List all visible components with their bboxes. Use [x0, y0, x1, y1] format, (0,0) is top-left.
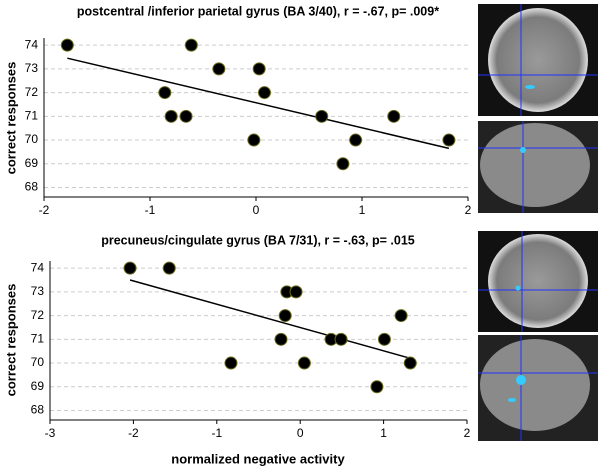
- x-tick-label: 1: [359, 203, 366, 217]
- point: [274, 332, 288, 346]
- x-tick-label: -2: [39, 203, 50, 217]
- y-tick-label: 74: [25, 37, 39, 51]
- point: [158, 86, 172, 100]
- y-tick-label: 71: [25, 108, 39, 122]
- y-tick-label: 73: [31, 284, 45, 298]
- point: [442, 133, 456, 147]
- y-tick-label: 70: [25, 132, 39, 146]
- point: [212, 62, 226, 76]
- point: [278, 309, 292, 323]
- point: [336, 157, 350, 171]
- chart-title: postcentral /inferior parietal gyrus (BA…: [77, 4, 439, 18]
- point: [349, 133, 363, 147]
- x-tick-label: -3: [45, 426, 56, 440]
- point: [252, 62, 266, 76]
- y-tick-label: 70: [31, 355, 45, 369]
- trend-line: [129, 279, 411, 360]
- point: [377, 332, 391, 346]
- point: [164, 109, 178, 123]
- point: [123, 261, 137, 275]
- point: [184, 38, 198, 52]
- point: [334, 332, 348, 346]
- point: [289, 285, 303, 299]
- point: [394, 309, 408, 323]
- x-tick-label: 0: [297, 426, 304, 440]
- point: [224, 356, 238, 370]
- y-tick-label: 72: [25, 85, 39, 99]
- point: [179, 109, 193, 123]
- x-tick-label: 2: [465, 203, 472, 217]
- point: [257, 86, 271, 100]
- brain-sagittal: [478, 121, 598, 213]
- x-tick-label: 2: [464, 426, 471, 440]
- y-tick-label: 69: [25, 156, 39, 170]
- y-tick-label: 71: [31, 331, 45, 345]
- y-tick-label: 74: [31, 260, 45, 274]
- brain-axial: [478, 4, 598, 116]
- y-tick-label: 69: [31, 379, 45, 393]
- point: [315, 109, 329, 123]
- point: [403, 356, 417, 370]
- x-tick-label: 1: [380, 426, 387, 440]
- brain-sagittal-2: [478, 335, 598, 441]
- brain-axial-2: [478, 231, 598, 332]
- point: [60, 38, 74, 52]
- y-tick-label: 68: [25, 180, 39, 194]
- x-axis-label: normalized negative activity: [171, 451, 345, 466]
- point: [162, 261, 176, 275]
- x-tick-label: -1: [145, 203, 156, 217]
- x-tick-label: -1: [211, 426, 222, 440]
- x-tick-label: 0: [253, 203, 260, 217]
- brain-panels: [478, 4, 598, 441]
- x-tick-label: -2: [128, 426, 139, 440]
- y-tick-label: 72: [31, 308, 45, 322]
- point: [370, 380, 384, 394]
- point: [387, 109, 401, 123]
- y-axis-label: correct responses: [3, 62, 18, 175]
- y-axis-label: correct responses: [3, 284, 18, 397]
- point: [247, 133, 261, 147]
- y-tick-label: 73: [25, 61, 39, 75]
- y-tick-label: 68: [31, 403, 45, 417]
- trend-line: [67, 57, 450, 150]
- chart-title: precuneus/cingulate gyrus (BA 7/31), r =…: [101, 233, 415, 247]
- point: [297, 356, 311, 370]
